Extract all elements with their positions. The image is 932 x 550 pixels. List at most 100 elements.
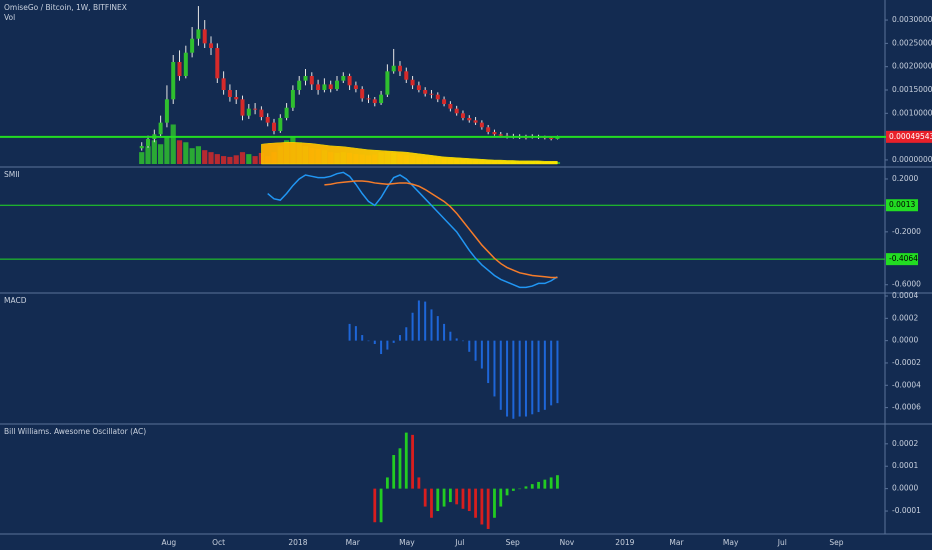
candle-body — [404, 71, 409, 80]
pane-title: SMII — [4, 170, 20, 179]
histogram-bar — [455, 338, 458, 341]
y-tick-label: -0.2000 — [892, 227, 921, 236]
volume-bar — [158, 144, 164, 164]
candle-body — [278, 117, 283, 132]
indicator-line — [267, 171, 558, 289]
candle-body — [183, 52, 188, 77]
x-tick-label: May — [723, 538, 739, 547]
histogram-bar — [506, 340, 509, 417]
volume-bar — [176, 140, 183, 164]
candle-body — [492, 131, 497, 135]
candle-body — [448, 103, 453, 109]
x-tick-label: 2018 — [288, 538, 307, 547]
x-tick-label: Mar — [346, 538, 361, 547]
candle-body — [316, 84, 321, 90]
indicator-line — [324, 180, 558, 279]
candle-body — [272, 122, 277, 132]
volume-bar — [252, 156, 258, 164]
candle-body — [240, 99, 245, 116]
histogram-bar — [354, 326, 357, 341]
candle-body — [259, 109, 264, 118]
histogram-bar — [448, 488, 452, 503]
histogram-bar — [531, 340, 534, 415]
y-tick-label: -0.0006 — [892, 403, 921, 412]
candle-body — [366, 98, 371, 100]
candle-body — [486, 127, 491, 132]
histogram-bar — [455, 488, 459, 505]
candle-body — [297, 80, 302, 90]
histogram-bar — [543, 479, 547, 489]
histogram-bar — [373, 488, 377, 523]
x-tick-label: Jul — [777, 538, 787, 547]
candle-body — [139, 145, 144, 149]
histogram-bar — [461, 488, 465, 509]
candle-body — [190, 38, 195, 53]
histogram-bar — [556, 475, 559, 489]
histogram-bar — [411, 434, 414, 489]
volume-bar — [246, 154, 252, 164]
volume-ma-area — [261, 142, 558, 165]
candle-body — [177, 62, 182, 77]
candle-body — [360, 89, 365, 99]
candle-body — [391, 65, 396, 72]
histogram-bar — [537, 481, 540, 489]
candle-body — [234, 96, 239, 100]
x-tick-label: Oct — [212, 538, 225, 547]
volume-bar — [233, 155, 239, 164]
candle-body — [347, 76, 352, 86]
candle-body — [265, 117, 270, 123]
histogram-bar — [499, 340, 502, 410]
volume-bar — [189, 148, 195, 164]
candle-body — [549, 138, 554, 140]
histogram-bar — [367, 340, 370, 342]
y-tick-label: -0.0002 — [892, 358, 921, 367]
pane-title: Bill Williams. Awesome Oscillator (AC) — [4, 427, 146, 436]
candle-body — [146, 138, 151, 146]
histogram-bar — [411, 312, 414, 341]
volume-bar — [195, 146, 202, 164]
y-tick-label: 0.0000 — [892, 484, 918, 493]
candle-body — [341, 76, 346, 81]
histogram-bar — [467, 488, 471, 512]
candle-body — [164, 99, 169, 123]
volume-bar — [151, 140, 157, 164]
histogram-bar — [487, 340, 490, 384]
histogram-bar — [379, 488, 383, 523]
candle-body — [158, 122, 163, 135]
x-tick-label: 2019 — [615, 538, 634, 547]
candle-body — [467, 117, 472, 121]
candle-body — [353, 85, 358, 90]
volume-bar — [183, 142, 189, 164]
y-tick-label: -0.0001 — [892, 506, 921, 515]
histogram-bar — [430, 309, 433, 341]
candle-body — [429, 93, 434, 95]
histogram-bar — [518, 340, 521, 417]
x-tick-label: Sep — [829, 538, 843, 547]
volume-bar — [208, 152, 214, 164]
histogram-bar — [417, 477, 421, 489]
y-tick-label: 0.0000 — [892, 336, 918, 345]
histogram-bar — [524, 486, 528, 489]
volume-bar — [139, 152, 145, 164]
candle-body — [372, 99, 377, 104]
candle-body — [227, 89, 232, 97]
candle-body — [290, 89, 295, 108]
pane-title: MACD — [4, 296, 27, 305]
y-tick-label: -0.6000 — [892, 280, 921, 289]
histogram-bar — [499, 488, 503, 507]
candle-body — [215, 48, 220, 79]
y-tick-label: -0.0004 — [892, 380, 921, 389]
histogram-bar — [442, 488, 446, 507]
histogram-bar — [537, 340, 540, 413]
candle-body — [284, 107, 289, 118]
histogram-bar — [361, 335, 364, 341]
y-tick-label: 0.0002 — [892, 439, 918, 448]
candle-body — [460, 113, 465, 118]
histogram-bar — [505, 488, 509, 496]
histogram-bar — [424, 301, 427, 341]
candle-body — [303, 76, 308, 81]
histogram-bar — [468, 340, 471, 352]
